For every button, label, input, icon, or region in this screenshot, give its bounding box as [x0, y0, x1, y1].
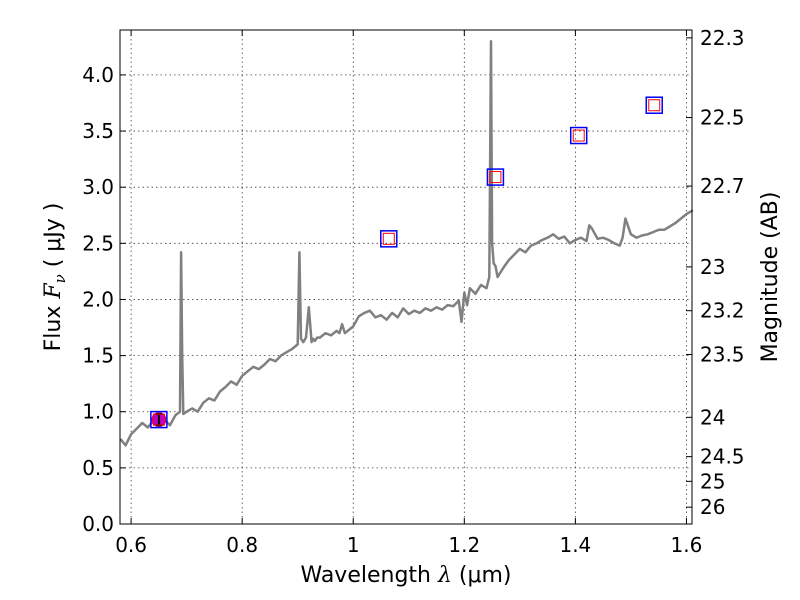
y2-tick-label: 24.5: [700, 445, 745, 469]
y-tick-label: 1.5: [82, 344, 114, 368]
photometry-box-inner: [489, 171, 502, 184]
photometry-box-outer: [380, 230, 398, 248]
plot-area-background: [120, 30, 692, 524]
y2-tick-label: 25: [700, 469, 725, 493]
y2-axis-title: Magnitude (AB): [758, 192, 783, 363]
spectrum-layer: [119, 39, 694, 447]
y2-tick-label: 22.3: [700, 26, 745, 50]
x-tick-label: 0.6: [115, 533, 147, 557]
x-tick-label: 1.4: [559, 533, 591, 557]
photometry-box-inner: [152, 413, 165, 426]
y2-tick-label: 23: [700, 255, 725, 279]
y-tick-label: 3.0: [82, 175, 114, 199]
y-tick-label: 3.5: [82, 119, 114, 143]
y2-tick-label: 26: [700, 495, 725, 519]
axis-ticks: 0.6 0.8 1 1.2 1.4 1.6 0.0 0.5 1.0 1.5 2.0 2.5 3.0 3.5…: [82, 26, 744, 557]
y-axis-title: Flux Fν ( μJy ): [41, 203, 69, 352]
y-tick-label: 0.5: [82, 456, 114, 480]
y-tick-label: 2.0: [82, 287, 114, 311]
x-tick-label: 1: [347, 533, 360, 557]
y-tick-label: 2.5: [82, 231, 114, 255]
y2-tick-label: 23.2: [700, 299, 745, 323]
photometry-box-outer: [486, 168, 505, 186]
y2-tick-label: 22.7: [700, 174, 745, 198]
x-axis-title: Wavelength λ (μm): [300, 563, 511, 588]
y2-tick-label: 23.5: [700, 342, 745, 366]
y-tick-label: 4.0: [82, 63, 114, 87]
y2-tick-label: 22.5: [700, 106, 745, 130]
x-tick-label: 0.8: [226, 533, 258, 557]
photometry-box-outer: [569, 126, 588, 145]
photometry-layer: [150, 96, 663, 429]
photometry-box-outer: [150, 410, 168, 429]
plot-frame: [119, 29, 693, 525]
y-tick-label: 0.0: [82, 512, 114, 536]
photometry-box-inner: [382, 232, 395, 245]
photometry-box-outer: [645, 96, 663, 114]
spectrum-line: [119, 39, 694, 447]
x-tick-label: 1.6: [671, 533, 703, 557]
photometry-box-inner: [648, 99, 661, 112]
photometry-box-inner: [572, 129, 585, 142]
y-tick-label: 1.0: [82, 400, 114, 424]
y2-tick-label: 24: [700, 405, 725, 429]
x-tick-label: 1.2: [448, 533, 480, 557]
